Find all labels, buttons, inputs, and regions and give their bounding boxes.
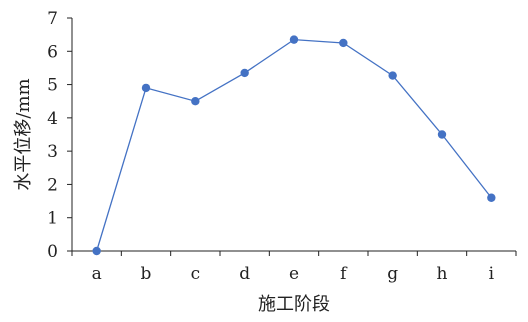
data-point <box>388 71 397 80</box>
x-tick-label: h <box>437 264 448 284</box>
y-tick-group: 0 1 2 3 4 5 6 7 <box>47 9 72 262</box>
x-tick-label: a <box>92 264 102 284</box>
x-tick-label: c <box>191 264 201 284</box>
series-group <box>92 35 496 256</box>
x-tick-label: g <box>387 264 398 284</box>
data-point <box>437 130 447 139</box>
data-point <box>289 35 299 44</box>
data-point <box>92 246 101 256</box>
x-tick-label: f <box>340 264 348 284</box>
x-tick-label: i <box>489 264 495 284</box>
data-point <box>339 38 348 48</box>
x-tick-label: b <box>141 264 152 284</box>
data-point <box>240 68 249 78</box>
y-tick-label: 0 <box>47 242 58 262</box>
x-tick-group: a b c d e f g h i <box>71 251 517 284</box>
x-tick-label: d <box>239 264 250 284</box>
axes <box>71 18 516 252</box>
y-tick-label: 3 <box>47 142 58 162</box>
y-tick-label: 5 <box>47 76 58 96</box>
series-line <box>96 38 492 252</box>
y-tick-label: 6 <box>47 42 58 62</box>
y-axis-title: 水平位移/mm <box>13 78 34 190</box>
y-tick-label: 4 <box>47 109 58 129</box>
data-point <box>487 193 496 202</box>
x-tick-label: e <box>289 264 299 284</box>
data-point <box>141 83 151 93</box>
y-tick-label: 7 <box>47 9 58 29</box>
y-tick-label: 2 <box>47 175 58 195</box>
data-point <box>191 97 200 106</box>
y-tick-label: 1 <box>47 209 58 229</box>
x-axis-title: 施工阶段 <box>258 294 330 315</box>
